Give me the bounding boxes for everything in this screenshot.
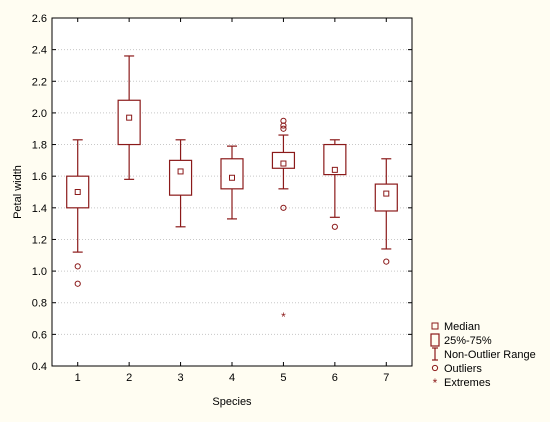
y-tick-label: 1.6 (32, 171, 47, 183)
y-tick-label: 0.4 (32, 361, 47, 373)
median-marker (280, 160, 287, 167)
y-tick-label: 0.8 (32, 298, 47, 310)
y-tick-label: 2.4 (32, 45, 47, 57)
iqr-box (168, 159, 193, 196)
legend-label: Median (444, 321, 480, 333)
y-tick-label: 1.0 (32, 266, 47, 278)
x-tick-label: 3 (178, 372, 184, 384)
box-group-3 (168, 139, 193, 228)
legend-outlier-icon (431, 364, 439, 372)
y-tick-label: 2.0 (32, 108, 47, 120)
x-tick-label: 4 (229, 372, 235, 384)
x-axis-title: Species (212, 396, 252, 408)
box-group-1 (66, 139, 90, 287)
median-marker (383, 190, 390, 197)
outlier-point (280, 204, 287, 211)
y-axis-title: Petal width (12, 165, 24, 219)
legend-label: Non-Outlier Range (444, 349, 536, 361)
y-tick-label: 1.8 (32, 140, 47, 152)
x-tick-label: 6 (332, 372, 338, 384)
axes: 0.4 0.6 0.8 1.0 1.2 1.4 1.6 1.8 2.0 2.2 2.4 2.6 1 2 3 4… (32, 13, 412, 384)
median-marker (126, 114, 133, 121)
outlier-point (331, 223, 338, 230)
box-group-7 (374, 158, 398, 265)
legend: Median 25%-75% Non-Outlier Range Outliers * E… (430, 321, 536, 390)
extreme-point: * (281, 310, 286, 324)
outlier-point (280, 122, 287, 129)
legend-item: Non-Outlier Range (432, 347, 536, 361)
box-group-4 (220, 145, 244, 220)
x-tick-label: 2 (126, 372, 132, 384)
legend-extreme-icon: * (433, 376, 438, 390)
iqr-box (220, 158, 244, 190)
legend-box-icon (430, 333, 440, 347)
y-tick-label: 1.4 (32, 203, 47, 215)
outlier-point (280, 125, 287, 132)
outlier-point (383, 258, 390, 265)
legend-median-icon (431, 322, 439, 330)
median-marker (331, 166, 338, 173)
box-group-6 (323, 139, 347, 230)
legend-label: Extremes (444, 377, 491, 389)
legend-label: Outliers (444, 363, 482, 375)
legend-item: * Extremes (433, 376, 491, 390)
x-tick-label: 7 (383, 372, 389, 384)
iqr-box (271, 151, 296, 169)
y-tick-label: 1.2 (32, 234, 47, 246)
iqr-box (374, 183, 398, 212)
x-tick-label: 1 (75, 372, 81, 384)
y-tick-label: 0.6 (32, 329, 47, 341)
box-group-2 (117, 55, 141, 180)
median-marker (74, 189, 81, 195)
iqr-box (117, 99, 141, 146)
median-marker (177, 168, 184, 175)
legend-item: Median (431, 321, 480, 333)
iqr-box (66, 175, 90, 209)
legend-label: 25%-75% (444, 335, 492, 347)
boxes: * (66, 55, 398, 324)
x-tick-label: 5 (280, 372, 286, 384)
legend-item: 25%-75% (430, 333, 492, 347)
median-marker (229, 174, 235, 181)
box-group-5: * (271, 117, 296, 324)
outlier-point (74, 280, 81, 287)
legend-item: Outliers (431, 363, 482, 375)
y-tick-label: 2.2 (32, 76, 47, 88)
iqr-box (323, 143, 347, 176)
outlier-point (74, 263, 81, 270)
grid-lines (52, 49, 412, 335)
y-tick-label: 2.6 (32, 13, 47, 25)
